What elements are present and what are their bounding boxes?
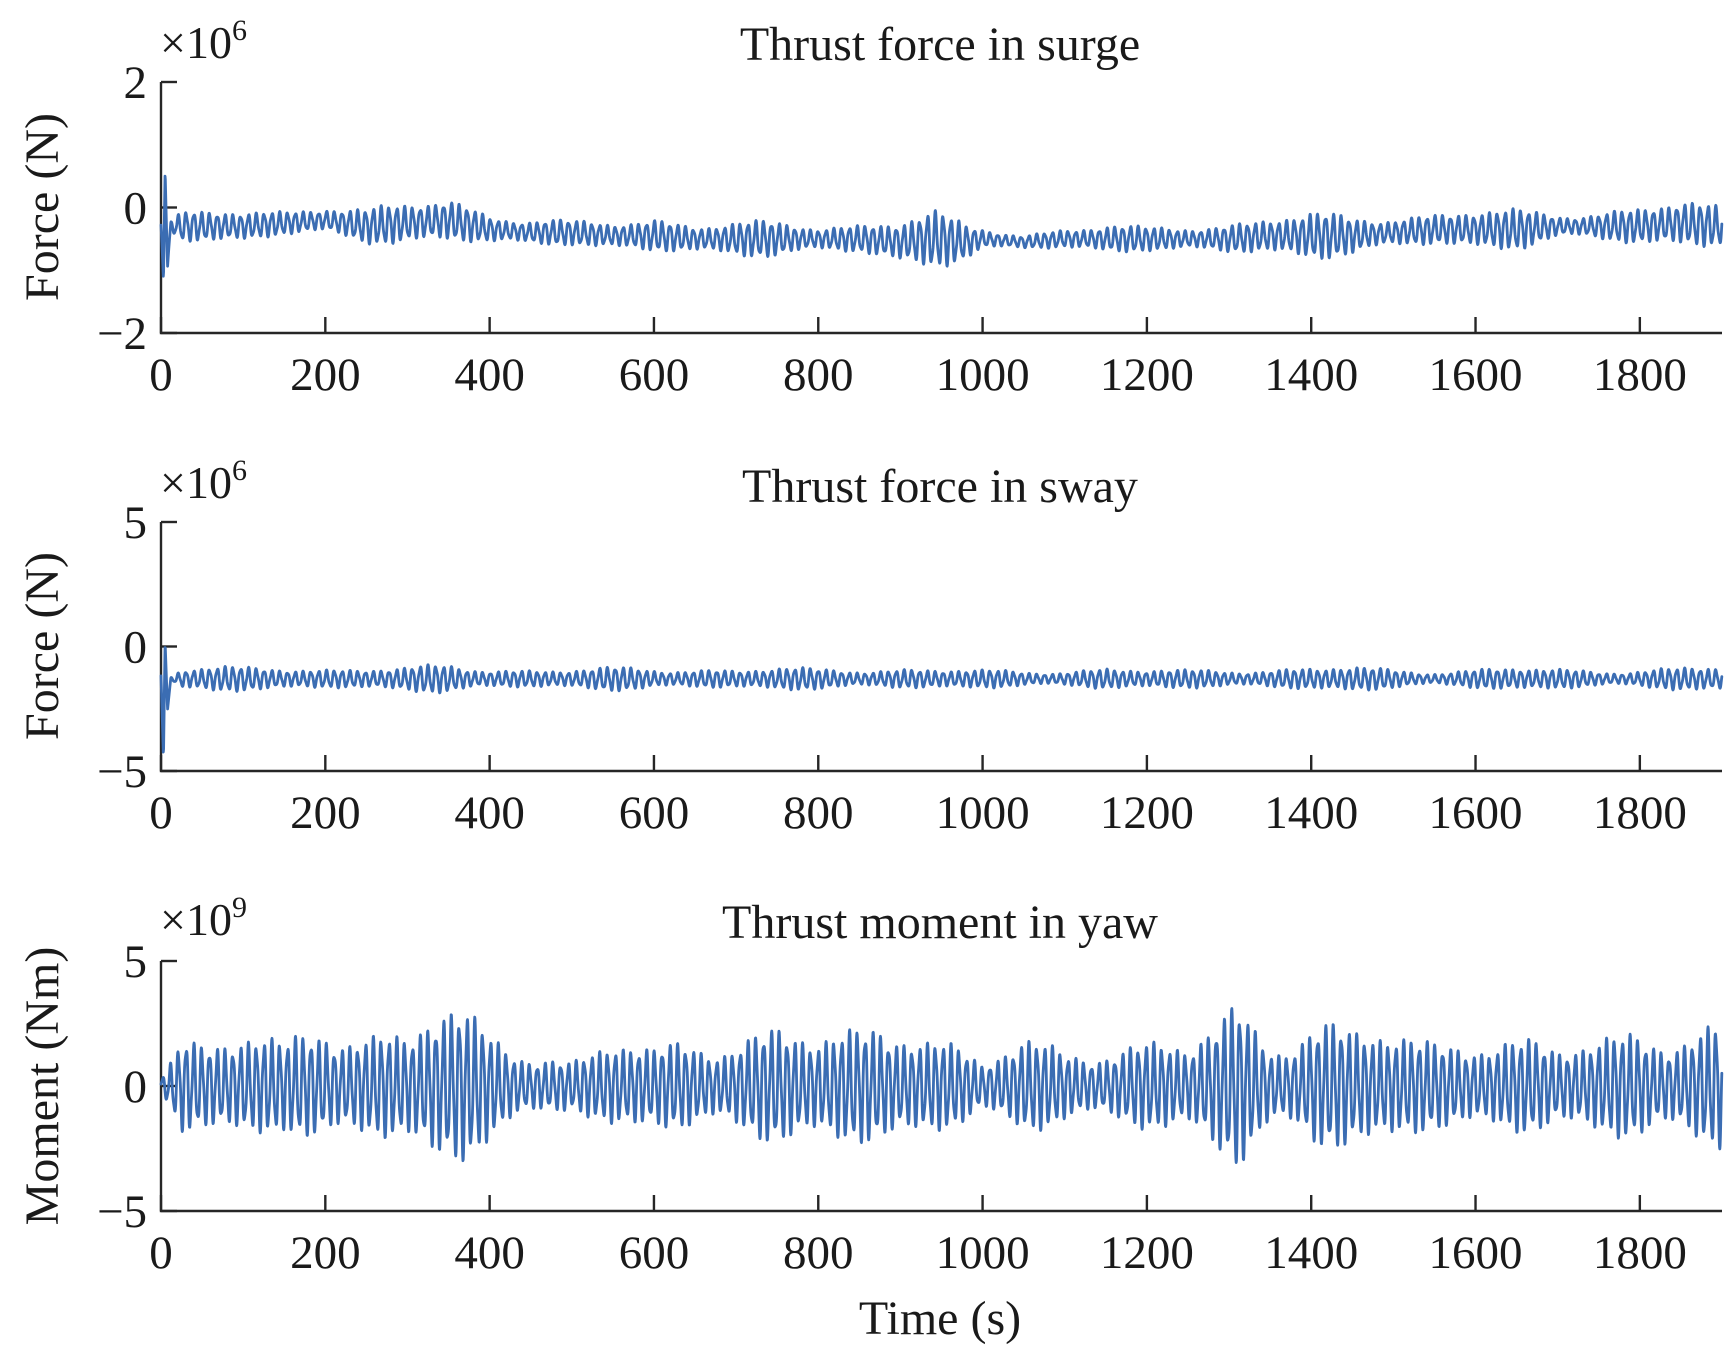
y-tick-label-surge: 0 — [124, 183, 148, 235]
y-tick-label-yaw: 5 — [124, 936, 148, 988]
x-tick-label-sway: 600 — [619, 787, 690, 839]
y-tick-label-sway: 5 — [124, 497, 148, 549]
y-tick-label-surge: 2 — [124, 57, 148, 109]
x-tick-label-surge: 1000 — [936, 349, 1030, 401]
x-tick-label-surge: 1200 — [1100, 349, 1194, 401]
chart-panel-sway: Thrust force in sway ×106 Force (N) −505… — [16, 454, 1724, 839]
y-ticks-yaw: −5 0 5 — [97, 936, 177, 1238]
x-tick-label-yaw: 1600 — [1429, 1227, 1523, 1279]
chart-panel-surge: Thrust force in surge ×106 Force (N) −20… — [16, 14, 1724, 401]
y-axis-label-yaw: Moment (Nm) — [16, 947, 69, 1226]
x-tick-label-sway: 1400 — [1264, 787, 1358, 839]
x-tick-label-sway: 200 — [290, 787, 361, 839]
x-tick-label-sway: 800 — [783, 787, 854, 839]
x-axis-label-yaw: Time (s) — [859, 1292, 1021, 1345]
x-tick-label-yaw: 800 — [783, 1227, 854, 1279]
y-multiplier-exponent-sway: 6 — [232, 454, 247, 487]
x-tick-label-yaw: 600 — [619, 1227, 690, 1279]
y-tick-label-sway: 0 — [124, 622, 148, 674]
series-line-yaw — [159, 1007, 1724, 1164]
axis-frame-surge — [159, 82, 1722, 335]
series-line-surge — [159, 174, 1724, 278]
y-tick-label-surge: −2 — [97, 308, 147, 360]
x-tick-label-sway: 1800 — [1593, 787, 1687, 839]
y-multiplier-yaw: ×109 — [160, 891, 247, 945]
y-axis-label-sway: Force (N) — [16, 552, 69, 740]
x-tick-label-surge: 800 — [783, 349, 854, 401]
axis-frame-sway — [159, 522, 1722, 773]
x-tick-label-yaw: 200 — [290, 1227, 361, 1279]
y-tick-label-sway: −5 — [97, 746, 147, 798]
x-tick-label-yaw: 400 — [454, 1227, 525, 1279]
x-tick-label-sway: 1000 — [936, 787, 1030, 839]
x-tick-label-surge: 600 — [619, 349, 690, 401]
chart-panel-yaw: Thrust moment in yaw ×109 Moment (Nm) −5… — [16, 891, 1724, 1345]
x-tick-label-yaw: 1000 — [936, 1227, 1030, 1279]
x-tick-label-yaw: 1400 — [1264, 1227, 1358, 1279]
y-ticks-sway: −5 0 5 — [97, 497, 177, 798]
x-tick-label-yaw: 0 — [149, 1227, 173, 1279]
x-tick-label-surge: 1800 — [1593, 349, 1687, 401]
x-tick-label-sway: 1600 — [1429, 787, 1523, 839]
y-multiplier-exponent-surge: 6 — [232, 14, 247, 47]
x-tick-label-sway: 400 — [454, 787, 525, 839]
x-tick-label-surge: 0 — [149, 349, 173, 401]
x-ticks-sway: 0 200 400 600 800 1000 1200 1400 1600 1800 — [149, 755, 1687, 839]
x-tick-label-sway: 1200 — [1100, 787, 1194, 839]
x-tick-label-surge: 200 — [290, 349, 361, 401]
x-tick-label-surge: 1400 — [1264, 349, 1358, 401]
x-tick-label-surge: 1600 — [1429, 349, 1523, 401]
y-multiplier-exponent-yaw: 9 — [232, 891, 247, 924]
y-tick-label-yaw: −5 — [97, 1186, 147, 1238]
series-line-sway — [159, 646, 1724, 754]
x-tick-label-sway: 0 — [149, 787, 173, 839]
y-ticks-surge: −2 0 2 — [97, 57, 177, 360]
x-ticks-surge: 0 200 400 600 800 1000 1200 1400 1600 1800 — [149, 317, 1687, 401]
x-tick-label-surge: 400 — [454, 349, 525, 401]
y-tick-label-yaw: 0 — [124, 1061, 148, 1113]
x-ticks-yaw: 0 200 400 600 800 1000 1200 1400 1600 1800 — [149, 1195, 1687, 1279]
y-multiplier-surge: ×106 — [160, 14, 247, 68]
chart-title-sway: Thrust force in sway — [742, 460, 1138, 513]
y-multiplier-sway: ×106 — [160, 454, 247, 508]
chart-title-surge: Thrust force in surge — [740, 18, 1140, 71]
y-axis-label-surge: Force (N) — [16, 113, 69, 301]
x-tick-label-yaw: 1200 — [1100, 1227, 1194, 1279]
chart-title-yaw: Thrust moment in yaw — [722, 896, 1158, 949]
x-tick-label-yaw: 1800 — [1593, 1227, 1687, 1279]
